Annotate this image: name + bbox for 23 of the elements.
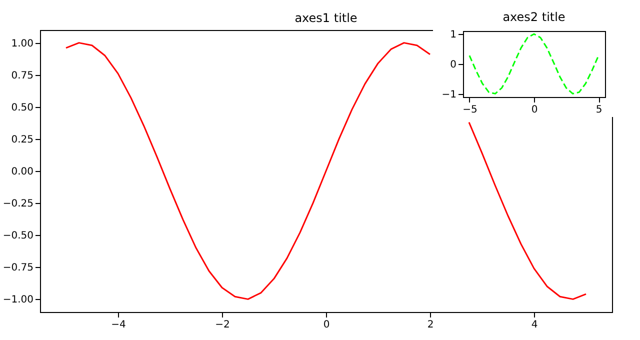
y-tick-label: −1.00 [2, 294, 34, 306]
x-tick-label: −4 [111, 320, 126, 330]
y-tick-label: 1 [450, 30, 456, 40]
x-tick-label: −2 [215, 320, 230, 330]
x-tick-label: 4 [531, 320, 538, 330]
y-tick-label: −0.25 [2, 198, 34, 210]
y-tick-label: 0.25 [11, 134, 34, 146]
y-tick-label: 0.50 [11, 102, 34, 114]
x-tick-label: −5 [462, 104, 478, 116]
y-tick-label: 1.00 [11, 38, 34, 50]
x-tick-label: 2 [427, 320, 434, 330]
chart-title: axes2 title [502, 10, 566, 24]
y-tick-label: −0.50 [2, 230, 34, 242]
line-series [468, 33, 600, 94]
y-tick-label: 0 [450, 60, 456, 70]
x-tick-label: 0 [323, 320, 330, 330]
y-tick-label: 0.00 [11, 166, 34, 178]
y-tick-label: 0.75 [11, 70, 34, 82]
y-tick-label: −0.75 [2, 262, 34, 274]
x-tick-label: 0 [531, 104, 538, 116]
x-tick-label: 5 [596, 104, 602, 116]
y-tick-label: −1 [442, 90, 456, 100]
chart-title: axes1 title [294, 11, 358, 25]
